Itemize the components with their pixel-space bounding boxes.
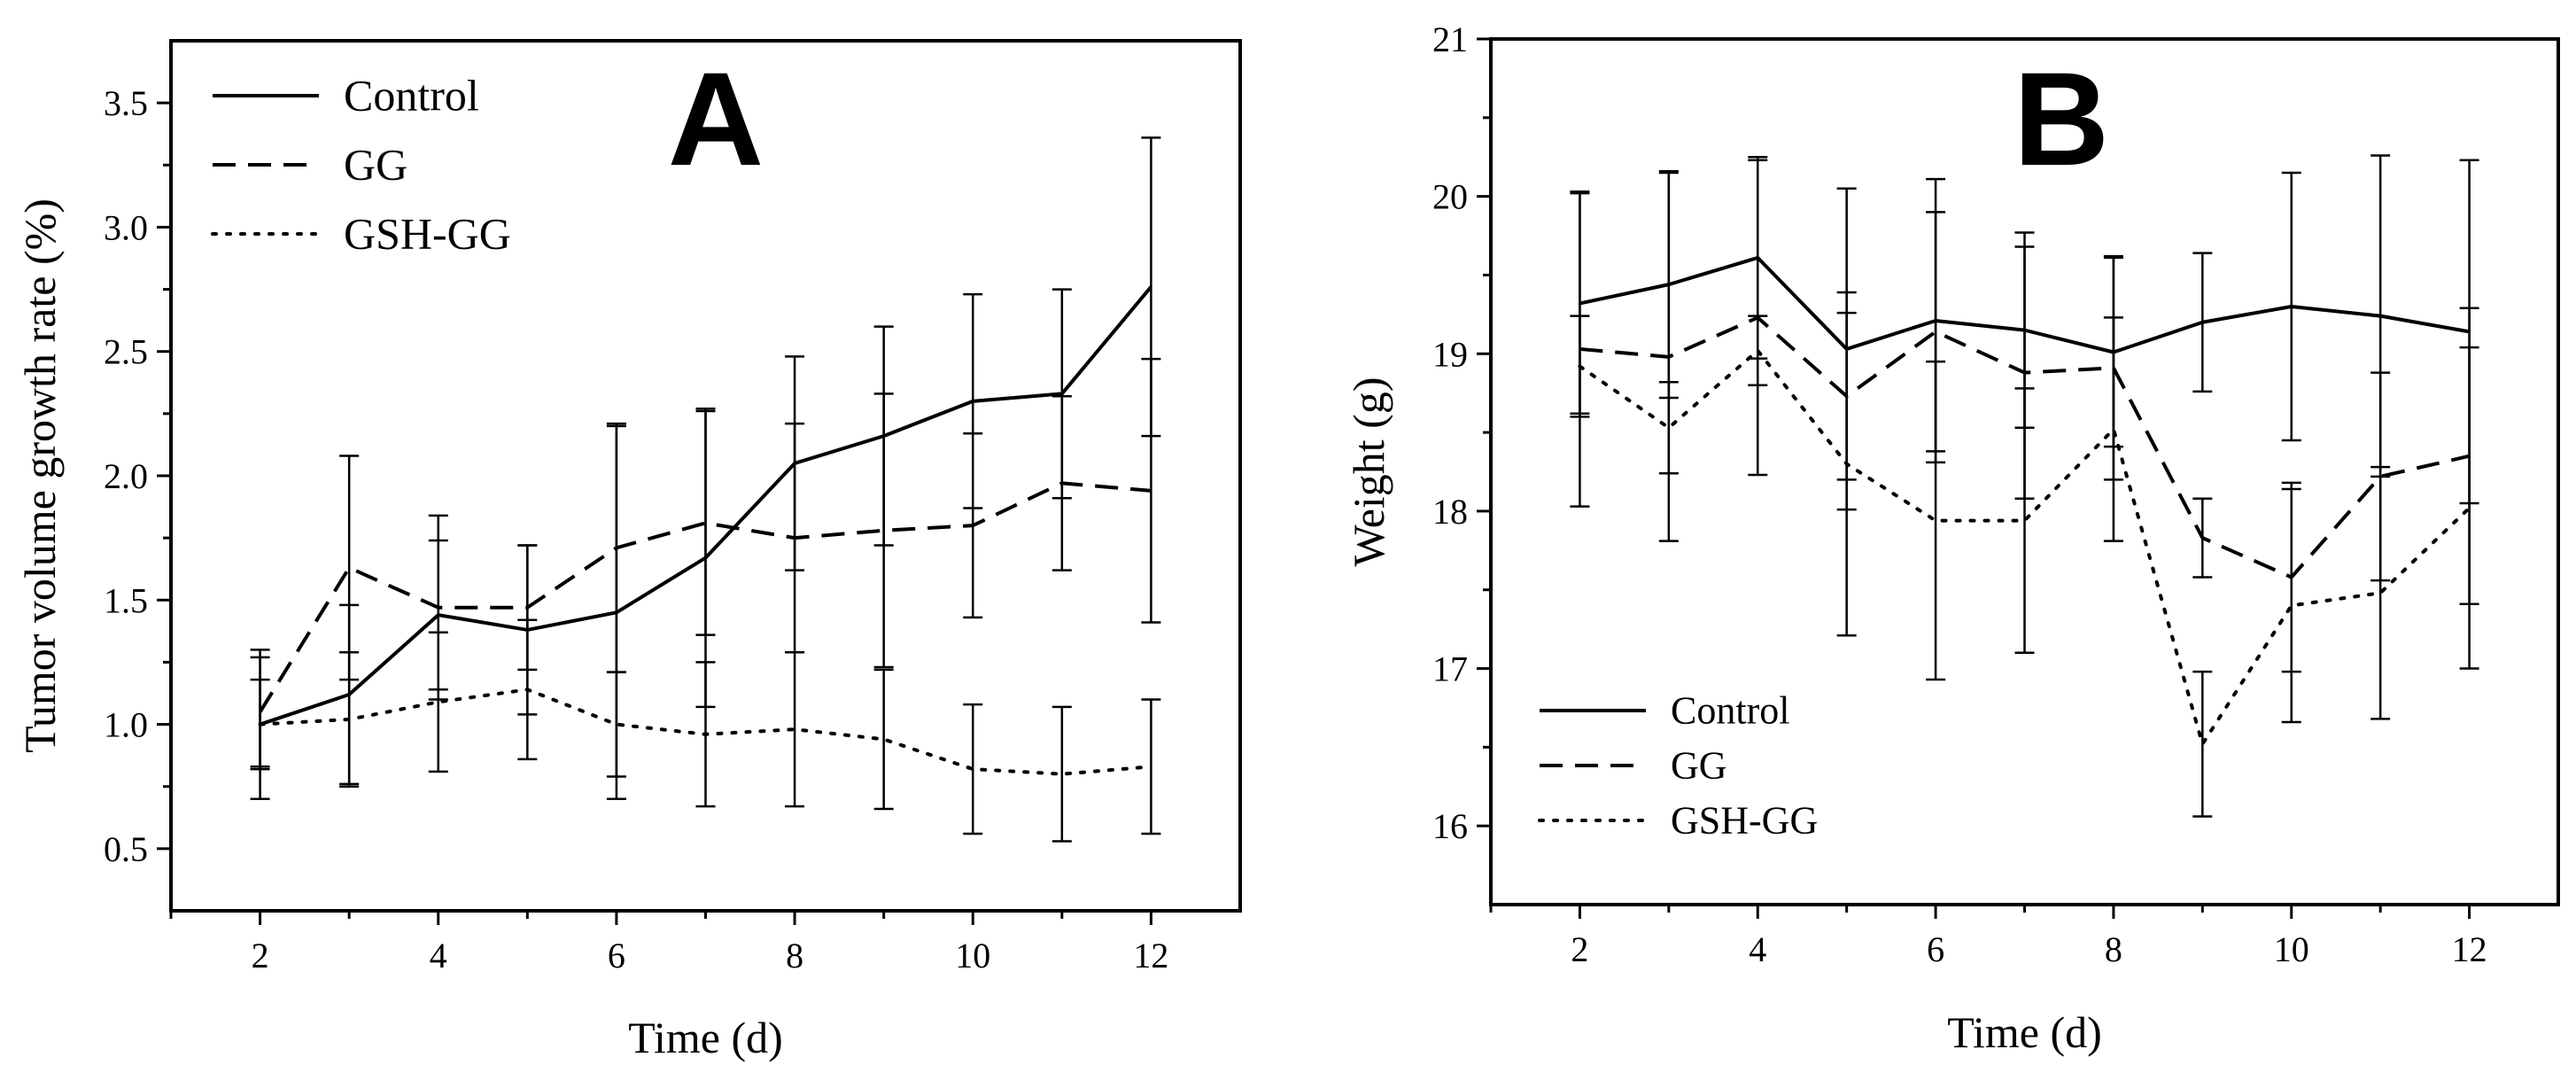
chart-a-x-tick-label: 12 bbox=[1133, 936, 1168, 975]
chart-a-x-tick-label: 4 bbox=[430, 936, 447, 975]
chart-b-y-axis-label: Weight (g) bbox=[1344, 377, 1393, 567]
chart-a-y-tick-label: 1.5 bbox=[104, 580, 148, 620]
chart-a-y-tick-label: 0.5 bbox=[104, 829, 148, 869]
chart-b-y-tick-label: 16 bbox=[1432, 806, 1468, 846]
chart-b-x-axis-label: Time (d) bbox=[1947, 1007, 2102, 1057]
chart-a-x-tick-label: 8 bbox=[786, 936, 803, 975]
chart-a-x-tick-label: 6 bbox=[608, 936, 625, 975]
chart-a-y-tick-label: 2.0 bbox=[104, 456, 148, 496]
chart-a-x-tick-label: 10 bbox=[955, 936, 990, 975]
chart-b-y-tick-label: 21 bbox=[1432, 19, 1468, 59]
chart-panel-a: 2 4 6 8 10 12 0.5 1.0 1.5 2.0 2.5 3.0 3.5 Time (d) Tum… bbox=[15, 39, 1242, 1062]
chart-a-x-tick-label: 2 bbox=[252, 936, 269, 975]
chart-a-panel-letter: A bbox=[668, 44, 764, 193]
chart-b-svg: 2 4 6 8 10 12 16 17 18 19 20 21 Time (d) Weight (g) Co… bbox=[1344, 19, 2560, 1057]
chart-a-gg-line bbox=[258, 481, 1152, 713]
chart-a-y-tick-label: 2.5 bbox=[104, 332, 148, 372]
chart-b-y-tick-label: 20 bbox=[1432, 177, 1468, 217]
chart-a-gsh-gg-line bbox=[258, 688, 1153, 776]
chart-a-x-axis-label: Time (d) bbox=[628, 1013, 783, 1062]
chart-b-x-tick-label: 10 bbox=[2274, 929, 2309, 969]
chart-b-panel-letter: B bbox=[2013, 44, 2109, 193]
chart-a-legend-control-label: Control bbox=[344, 71, 479, 120]
chart-b-gg-line bbox=[1579, 315, 2471, 579]
chart-a-y-tick-label: 3.0 bbox=[104, 207, 148, 247]
chart-a-y-axis-label: Tumor volume growth rate (%) bbox=[15, 198, 65, 753]
chart-b-x-tick-label: 6 bbox=[1927, 929, 1944, 969]
chart-b-y-tick-label: 17 bbox=[1432, 649, 1468, 689]
chart-b-x-tick-label: 2 bbox=[1571, 929, 1588, 969]
chart-a-legend-gsh-gg-label: GSH-GG bbox=[344, 209, 511, 259]
chart-b-x-tick-label: 4 bbox=[1749, 929, 1766, 969]
chart-b-gsh-gg-line bbox=[1578, 348, 2471, 746]
chart-a-y-tick-label: 3.5 bbox=[104, 83, 148, 123]
chart-b-x-tick-label: 8 bbox=[2105, 929, 2122, 969]
chart-a-legend-gg-label: GG bbox=[344, 140, 407, 190]
chart-b-legend-gg-label: GG bbox=[1671, 744, 1727, 788]
chart-b-y-tick-label: 18 bbox=[1432, 492, 1468, 532]
chart-b-legend-gsh-gg-label: GSH-GG bbox=[1671, 799, 1818, 843]
chart-b-x-tick-label: 12 bbox=[2452, 929, 2487, 969]
chart-a-y-tick-label: 1.0 bbox=[104, 705, 148, 745]
chart-b-y-tick-label: 19 bbox=[1432, 334, 1468, 374]
chart-b-legend-control-label: Control bbox=[1671, 689, 1789, 733]
chart-a-svg: 2 4 6 8 10 12 0.5 1.0 1.5 2.0 2.5 3.0 3.5 Time (d) Tum… bbox=[15, 39, 1242, 1062]
chart-panel-b: 2 4 6 8 10 12 16 17 18 19 20 21 Time (d) Weight (g) Co… bbox=[1329, 0, 2576, 1088]
